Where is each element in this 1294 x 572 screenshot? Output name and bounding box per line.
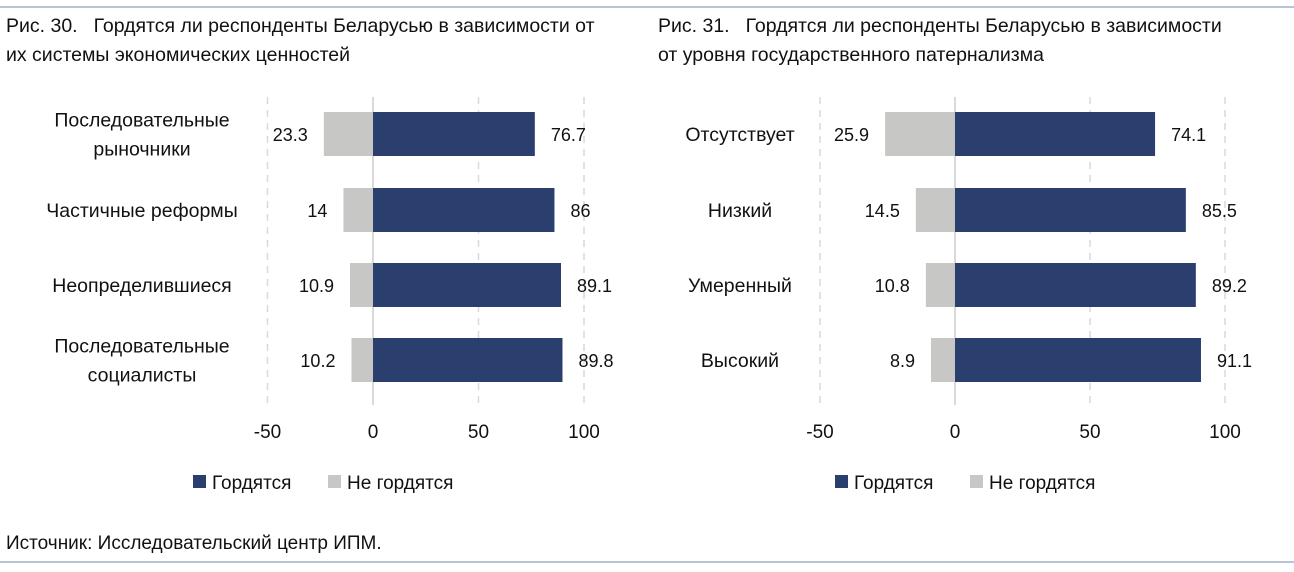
bar-proud [955, 112, 1156, 156]
data-label-proud: 85.5 [1202, 201, 1237, 221]
bar-proud [373, 112, 535, 156]
data-label-not-proud: 14.5 [865, 201, 900, 221]
bar-not-proud [925, 263, 955, 307]
category-label: Частичные реформы [46, 200, 237, 222]
data-label-proud: 91.1 [1217, 351, 1252, 371]
data-label-not-proud: 10.8 [875, 276, 910, 296]
chart-title-31: Рис. 31. Гордятся ли респонденты Беларусь… [658, 12, 1222, 70]
chart-title-30: Рис. 30. Гордятся ли респонденты Беларусь… [6, 12, 595, 70]
bar-proud [955, 338, 1201, 382]
tick-label: 0 [368, 422, 379, 443]
tick-label: -50 [806, 422, 833, 443]
title-line: Гордятся ли респонденты Беларусью в зави… [745, 15, 1222, 37]
data-label-proud: 89.1 [577, 276, 612, 296]
data-label-proud: 89.2 [1212, 276, 1247, 296]
bar-not-proud [323, 112, 373, 156]
title-line: Гордятся ли респонденты Беларусью в зави… [93, 15, 595, 37]
data-label-not-proud: 14 [307, 201, 327, 221]
data-label-not-proud: 10.9 [299, 276, 334, 296]
category-label: Последовательные [54, 336, 229, 358]
legend-swatch-not-proud [970, 475, 983, 488]
category-label: рыночники [93, 139, 190, 161]
legend-swatch-proud [193, 475, 206, 488]
data-label-not-proud: 8.9 [890, 351, 915, 371]
bar-not-proud [915, 188, 955, 232]
data-label-proud: 86 [570, 201, 590, 221]
bar-proud [373, 188, 555, 232]
source-note: Источник: Исследовательский центр ИПМ. [6, 533, 382, 554]
legend-swatch-not-proud [328, 475, 341, 488]
bar-proud [373, 338, 563, 382]
bar-not-proud [343, 188, 373, 232]
top-rule [0, 6, 1294, 8]
tick-label: 100 [1209, 422, 1241, 443]
legend-label-not-proud: Не гордятся [989, 473, 1095, 494]
legend-label-proud: Гордятся [854, 473, 933, 494]
category-label: Отсутствует [685, 124, 794, 146]
legend-label-not-proud: Не гордятся [347, 473, 453, 494]
bar-not-proud [351, 338, 373, 382]
figure-number: Рис. 30. [6, 15, 78, 37]
tick-label: 50 [468, 422, 489, 443]
legend-swatch-proud [835, 475, 848, 488]
tick-label: 0 [950, 422, 961, 443]
category-label: Неопределившиеся [52, 275, 232, 297]
tick-label: 50 [1079, 422, 1100, 443]
data-label-proud: 76.7 [551, 125, 586, 145]
category-label: Низкий [708, 200, 772, 222]
bar-proud [955, 188, 1186, 232]
figure-number: Рис. 31. [658, 15, 730, 37]
category-label: социалисты [88, 365, 197, 387]
data-label-proud: 89.8 [578, 351, 613, 371]
legend-label-proud: Гордятся [212, 473, 291, 494]
bar-not-proud [350, 263, 373, 307]
category-label: Высокий [701, 350, 779, 372]
tick-label: 100 [568, 422, 600, 443]
data-label-proud: 74.1 [1171, 125, 1206, 145]
data-label-not-proud: 25.9 [834, 125, 869, 145]
data-label-not-proud: 23.3 [273, 125, 308, 145]
category-label: Умеренный [688, 275, 792, 297]
bar-proud [955, 263, 1196, 307]
data-label-not-proud: 10.2 [300, 351, 335, 371]
bar-not-proud [885, 112, 955, 156]
tick-label: -50 [254, 422, 281, 443]
bar-not-proud [930, 338, 955, 382]
bottom-rule [0, 561, 1294, 563]
bar-proud [373, 263, 562, 307]
category-label: Последовательные [54, 110, 229, 132]
title-line: их системы экономических ценностей [6, 44, 351, 66]
title-line: от уровня государственного патернализма [658, 44, 1044, 66]
